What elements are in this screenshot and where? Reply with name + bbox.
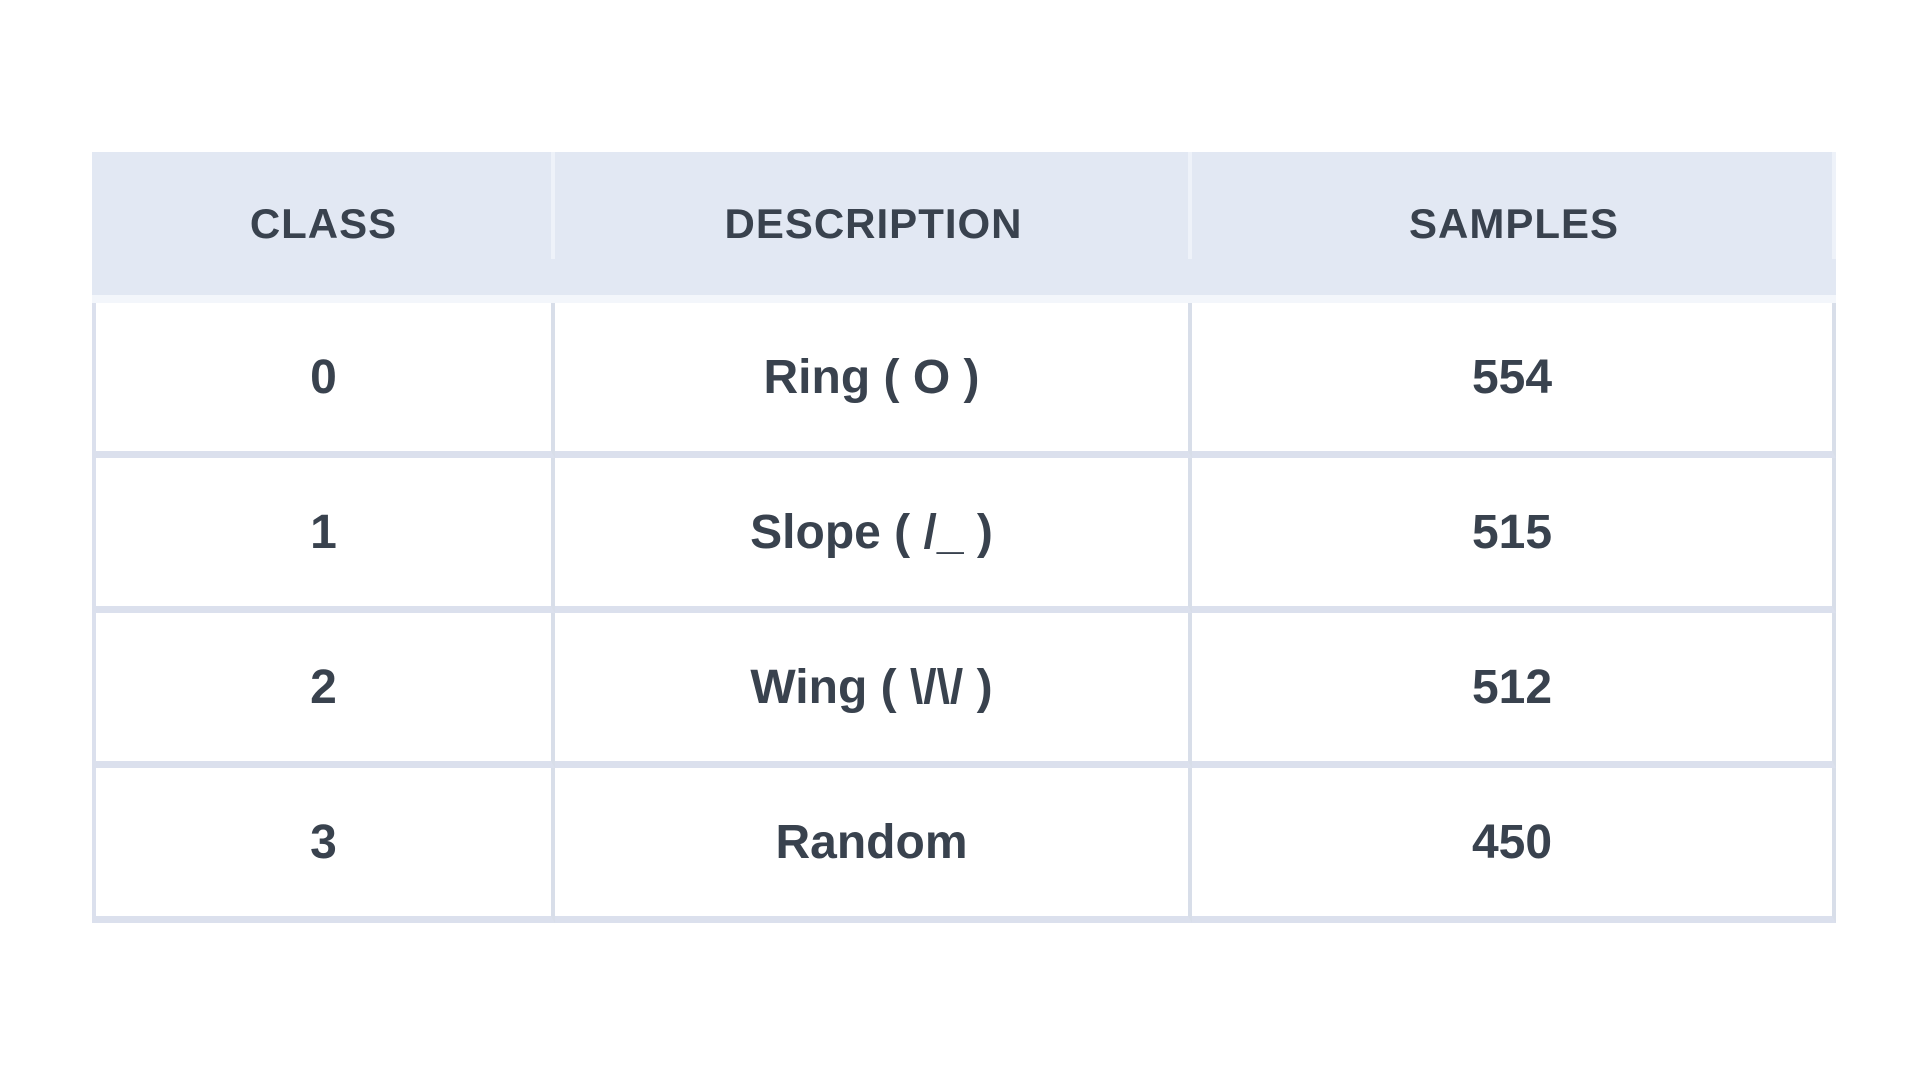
table-row: 0 Ring ( O ) 554 xyxy=(92,303,1836,458)
col-header-description: DESCRIPTION xyxy=(555,152,1192,303)
cell-class: 0 xyxy=(92,303,555,458)
col-header-class: CLASS xyxy=(92,152,555,303)
cell-class: 3 xyxy=(92,768,555,923)
cell-class: 2 xyxy=(92,613,555,768)
table-row: 1 Slope ( /_ ) 515 xyxy=(92,458,1836,613)
cell-samples: 554 xyxy=(1192,303,1836,458)
cell-class: 1 xyxy=(92,458,555,613)
cell-samples: 450 xyxy=(1192,768,1836,923)
cell-description: Ring ( O ) xyxy=(555,303,1192,458)
header-row: CLASS DESCRIPTION SAMPLES xyxy=(92,152,1836,303)
cell-description: Wing ( \/\/ ) xyxy=(555,613,1192,768)
cell-description: Random xyxy=(555,768,1192,923)
table-row: 3 Random 450 xyxy=(92,768,1836,923)
cell-samples: 515 xyxy=(1192,458,1836,613)
table-row: 2 Wing ( \/\/ ) 512 xyxy=(92,613,1836,768)
cell-description: Slope ( /_ ) xyxy=(555,458,1192,613)
col-header-samples: SAMPLES xyxy=(1192,152,1836,303)
cell-samples: 512 xyxy=(1192,613,1836,768)
class-samples-table: CLASS DESCRIPTION SAMPLES 0 Ring ( O ) 5… xyxy=(92,152,1836,923)
